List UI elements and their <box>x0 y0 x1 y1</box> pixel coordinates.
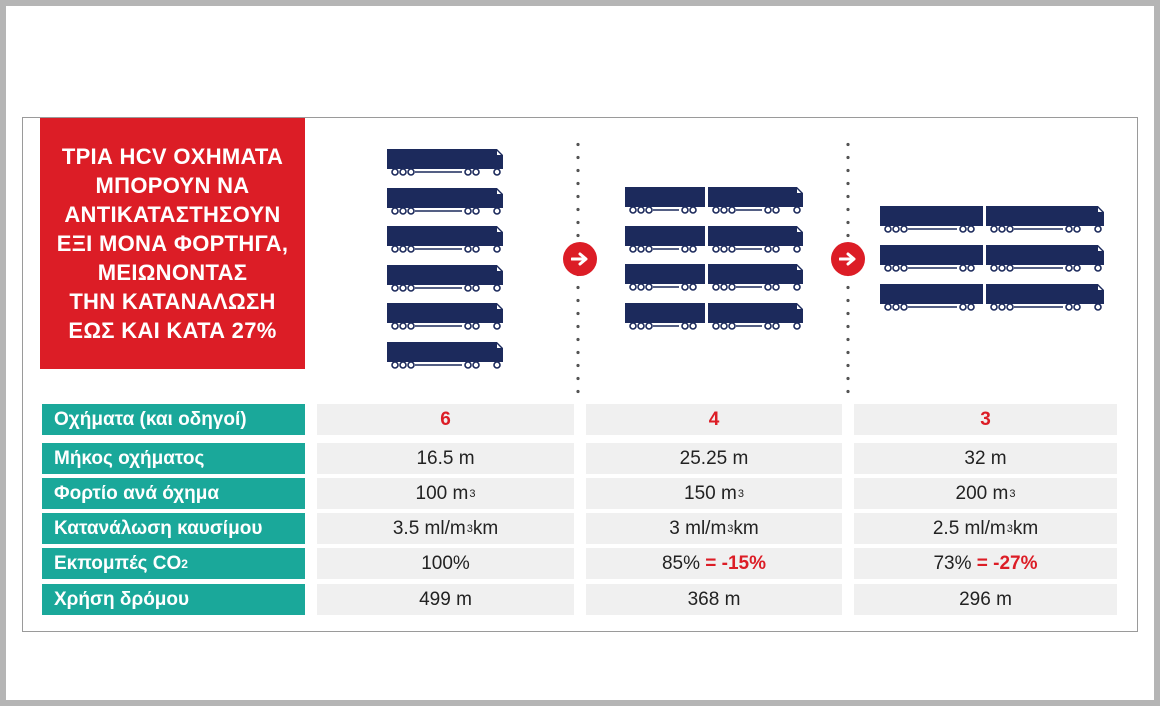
cell-vehicles-3: 3 <box>854 404 1117 435</box>
cell-emissions-2: 85% = -15% <box>586 548 842 579</box>
row-label-load: Φορτίο ανά όχημα <box>42 478 305 509</box>
cell-fuel-2: 3 ml/m 3 km <box>586 513 842 544</box>
headline-line: ΤΗΝ ΚΑΤΑΝΑΛΩΣΗ <box>69 289 276 314</box>
truck-icon <box>387 226 503 253</box>
truck-icon <box>387 187 503 215</box>
cell-length-1: 16.5 m <box>317 443 574 474</box>
headline-line: ΑΝΤΙΚΑΤΑΣΤΗΣΟΥΝ <box>64 202 281 227</box>
cell-road-use-2: 368 m <box>586 584 842 615</box>
cell-emissions-1: 100% <box>317 548 574 579</box>
arrow-right-icon <box>831 242 865 276</box>
cell-length-2: 25.25 m <box>586 443 842 474</box>
row-label-fuel: Κατανάλωση καυσίμου <box>42 513 305 544</box>
cell-road-use-1: 499 m <box>317 584 574 615</box>
headline-line: ΜΠΟΡΟΥΝ ΝΑ <box>95 173 250 198</box>
row-label-vehicles: Οχήματα (και οδηγοί) <box>42 404 305 435</box>
headline-box: ΤΡΙΑ HCV ΟΧΗΜΑΤΑ ΜΠΟΡΟΥΝ ΝΑ ΑΝΤΙΚΑΤΑΣΤΗΣ… <box>40 118 305 369</box>
row-label-road-use: Χρήση δρόμου <box>42 584 305 615</box>
cell-vehicles-4: 4 <box>586 404 842 435</box>
emissions-delta: = -27% <box>976 552 1038 574</box>
row-label-emissions: Εκπομπές CO 2 <box>42 548 305 579</box>
truck-icon <box>387 341 503 369</box>
headline-line: ΕΞΙ ΜΟΝΑ ΦΟΡΤΗΓΑ, <box>56 231 289 256</box>
headline-line: ΜΕΙΩΝΟΝΤΑΣ <box>97 260 248 285</box>
truck-icon <box>880 206 1104 233</box>
truck-icon <box>387 264 503 292</box>
row-label-length: Μήκος οχήματος <box>42 443 305 474</box>
emissions-delta: = -15% <box>705 552 767 574</box>
truck-icon <box>625 264 803 291</box>
cell-fuel-3: 2.5 ml/m 3 km <box>854 513 1117 544</box>
headline-line: ΕΩΣ ΚΑΙ ΚΑΤΑ 27% <box>68 318 277 343</box>
truck-icon <box>880 245 1104 272</box>
truck-icon <box>880 284 1104 311</box>
cell-length-3: 32 m <box>854 443 1117 474</box>
cell-vehicles-6: 6 <box>317 404 574 435</box>
cell-road-use-3: 296 m <box>854 584 1117 615</box>
truck-icon <box>625 225 803 253</box>
cell-emissions-3: 73% = -27% <box>854 548 1117 579</box>
cell-fuel-1: 3.5 ml/m 3 km <box>317 513 574 544</box>
arrow-right-icon <box>563 242 597 276</box>
truck-icon <box>387 149 503 176</box>
truck-icon <box>387 303 503 330</box>
truck-icon <box>625 302 803 330</box>
truck-icon <box>625 187 803 214</box>
headline-line: ΤΡΙΑ HCV ΟΧΗΜΑΤΑ <box>61 144 284 169</box>
